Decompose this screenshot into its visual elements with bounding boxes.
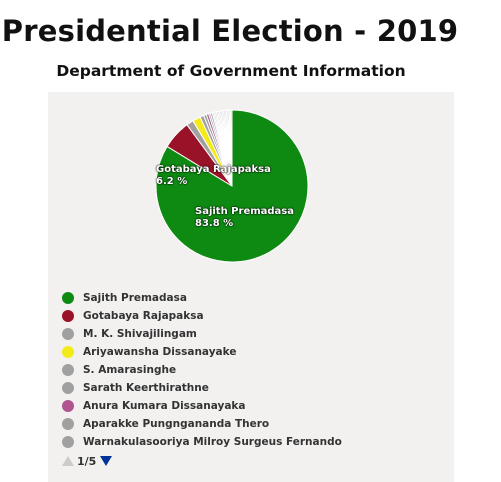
- legend-swatch: [62, 364, 74, 376]
- legend-item-ariyawansha-dissanayake[interactable]: Ariyawansha Dissanayake: [62, 343, 342, 361]
- data-label-sajith-premadasa: Sajith Premadasa 83.8 %: [195, 206, 294, 230]
- page-title: Presidential Election - 2019: [1, 14, 459, 48]
- data-label-value: 83.8 %: [195, 218, 234, 229]
- data-label-name: Sajith Premadasa: [195, 206, 295, 217]
- data-label-name: Gotabaya Rajapaksa: [156, 164, 271, 175]
- data-label-value: 6.2 %: [156, 176, 188, 187]
- data-label-gotabaya-rajapaksa: Gotabaya Rajapaksa 6.2 %: [156, 164, 271, 188]
- legend-label: Gotabaya Rajapaksa: [83, 310, 204, 322]
- legend-swatch: [62, 418, 74, 430]
- legend-item-sarath-keerthirathne[interactable]: Sarath Keerthirathne: [62, 379, 342, 397]
- legend-swatch: [62, 346, 74, 358]
- legend-label: S. Amarasinghe: [83, 364, 177, 376]
- pie-slice-sajith-premadasa[interactable]: [155, 109, 309, 263]
- legend-prev-page-arrow-icon[interactable]: [62, 456, 74, 466]
- legend-label: Ariyawansha Dissanayake: [83, 346, 237, 358]
- legend-item-warnakulasooriya-milroy-surgeus-fernando[interactable]: Warnakulasooriya Milroy Surgeus Fernando: [62, 433, 342, 451]
- legend-label: Sarath Keerthirathne: [83, 382, 209, 394]
- legend-swatch: [62, 292, 74, 304]
- legend-item-amarasinghe[interactable]: S. Amarasinghe: [62, 361, 342, 379]
- legend-item-shivajilingam[interactable]: M. K. Shivajilingam: [62, 325, 342, 343]
- chart-panel: Sajith Premadasa 83.8 % Gotabaya Rajapak…: [48, 92, 454, 482]
- legend-next-page-arrow-icon[interactable]: [100, 456, 113, 466]
- pie-chart: [155, 109, 309, 263]
- legend-label: Anura Kumara Dissanayaka: [83, 400, 246, 412]
- legend-label: M. K. Shivajilingam: [83, 328, 197, 340]
- legend-item-gotabaya-rajapaksa[interactable]: Gotabaya Rajapaksa: [62, 307, 342, 325]
- legend-swatch: [62, 382, 74, 394]
- legend-item-sajith-premadasa[interactable]: Sajith Premadasa: [62, 289, 342, 307]
- legend-label: Warnakulasooriya Milroy Surgeus Fernando: [83, 436, 342, 448]
- legend-swatch: [62, 400, 74, 412]
- legend-item-anura-kumara-dissanayaka[interactable]: Anura Kumara Dissanayaka: [62, 397, 342, 415]
- legend-item-aparakke-pungngananda-thero[interactable]: Aparakke Pungngananda Thero: [62, 415, 342, 433]
- legend-label: Sajith Premadasa: [83, 292, 187, 304]
- legend-pagination: 1/5: [62, 452, 113, 470]
- legend-swatch: [62, 328, 74, 340]
- legend-swatch: [62, 310, 74, 322]
- pie-slice-other-22[interactable]: [230, 109, 233, 187]
- page-subtitle: Department of Government Information: [56, 62, 406, 80]
- legend-swatch: [62, 436, 74, 448]
- legend-label: Aparakke Pungngananda Thero: [83, 418, 270, 430]
- legend-page-indicator: 1/5: [77, 454, 97, 468]
- legend: Sajith Premadasa Gotabaya Rajapaksa M. K…: [62, 289, 342, 451]
